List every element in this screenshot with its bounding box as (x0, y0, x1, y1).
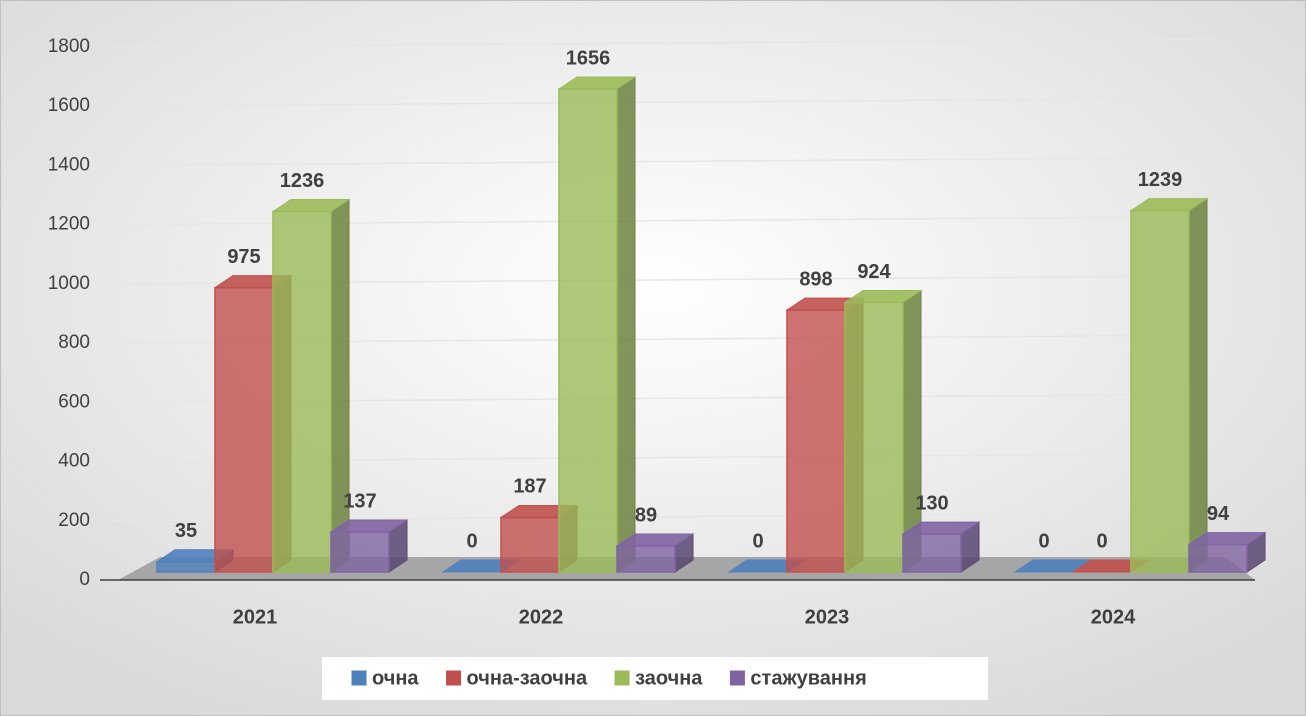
bar (1129, 197, 1209, 573)
y-tick-label: 1800 (48, 36, 90, 57)
bar-side (616, 76, 636, 573)
data-label: 1656 (566, 47, 611, 69)
bar-front (558, 88, 618, 573)
x-tick-label: 2023 (805, 606, 850, 628)
bar-front (500, 516, 560, 573)
legend-label: очна (372, 667, 419, 689)
bar-front (272, 210, 332, 573)
legend-swatch (729, 670, 745, 686)
data-label: 94 (1207, 503, 1230, 525)
legend-swatch (351, 670, 367, 686)
data-label: 1239 (1138, 169, 1183, 191)
bar-front (786, 309, 846, 573)
bar-side (1188, 197, 1208, 573)
data-label: 35 (175, 520, 197, 542)
data-label: 924 (857, 261, 891, 283)
data-label: 187 (513, 476, 546, 498)
data-label: 0 (466, 530, 477, 552)
x-tick-label: 2022 (519, 606, 564, 628)
bar (901, 521, 981, 573)
legend-swatch (614, 670, 630, 686)
data-label: 0 (752, 530, 763, 552)
bar-front (214, 286, 274, 573)
data-label: 0 (1038, 530, 1049, 552)
bar (271, 198, 351, 573)
y-tick-label: 0 (79, 569, 90, 590)
y-tick-label: 1200 (48, 214, 90, 235)
legend (322, 657, 988, 700)
data-label: 1236 (280, 170, 325, 192)
y-tick-label: 600 (58, 391, 90, 412)
y-tick-label: 400 (58, 451, 90, 472)
legend-label: очна-заочна (467, 667, 588, 689)
y-tick-label: 200 (58, 510, 90, 531)
y-tick-label: 1000 (48, 273, 90, 294)
data-label: 975 (227, 246, 260, 268)
data-label: 137 (343, 490, 376, 512)
y-tick-label: 1400 (48, 154, 90, 175)
legend-label: заочна (635, 667, 703, 689)
legend-swatch (446, 670, 462, 686)
bar-front (844, 301, 904, 573)
y-tick-label: 1600 (48, 95, 90, 116)
y-tick-label: 800 (58, 332, 90, 353)
bar (615, 533, 695, 573)
bar (1187, 531, 1267, 573)
bar-front (156, 561, 216, 573)
grid-line (111, 97, 1216, 107)
bar (843, 289, 923, 573)
bar-front (1130, 209, 1190, 573)
bar (557, 76, 637, 573)
grid-line (111, 38, 1216, 48)
bar (329, 519, 409, 573)
data-label: 898 (799, 268, 832, 290)
legend-label: стажування (750, 667, 866, 689)
bar-front (616, 545, 676, 573)
grid-line (111, 156, 1216, 167)
x-tick-label: 2024 (1091, 606, 1136, 628)
bar-side (330, 198, 350, 573)
data-label: 130 (915, 492, 948, 514)
data-label: 89 (635, 504, 657, 526)
x-tick-label: 2021 (233, 606, 278, 628)
data-label: 0 (1096, 530, 1107, 552)
bar-front (1188, 543, 1248, 573)
bar-front (330, 531, 390, 573)
bar-front (902, 533, 962, 573)
